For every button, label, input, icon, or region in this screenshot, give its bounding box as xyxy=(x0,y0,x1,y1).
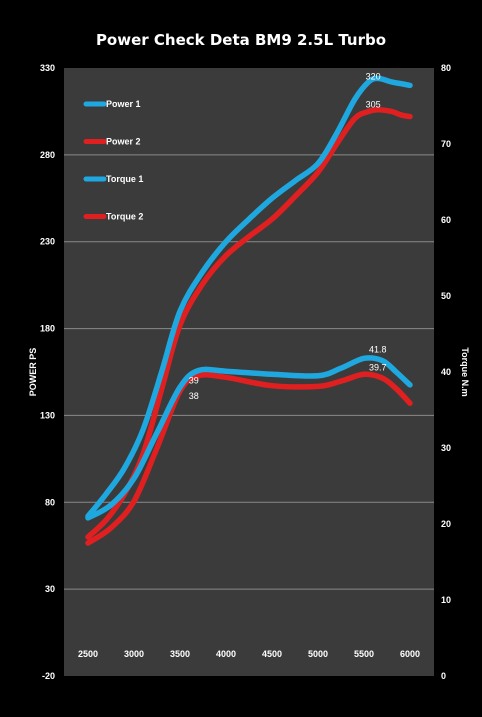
y2-tick-label: 80 xyxy=(441,63,451,73)
data-label: 320 xyxy=(366,71,381,81)
gridlines xyxy=(64,154,434,590)
y-tick-label: 230 xyxy=(40,237,55,247)
legend-label: Torque 1 xyxy=(106,174,143,184)
series-line-power-2 xyxy=(85,106,413,540)
x-tick-label: 6000 xyxy=(400,649,420,659)
data-label: 39.7 xyxy=(369,362,387,372)
y-tick-label: 80 xyxy=(45,497,55,507)
x-tick-label: 3000 xyxy=(124,649,144,659)
data-label: 39 xyxy=(189,376,199,386)
series-line-torque-2 xyxy=(85,371,413,546)
y-tick-label: 180 xyxy=(40,324,55,334)
x-axis-ticks: 2500 3000 3500 4000 4500 5000 5500 6000 xyxy=(78,649,420,659)
x-tick-label: 4500 xyxy=(262,649,282,659)
y2-tick-label: 10 xyxy=(441,595,451,605)
y-tick-label: 280 xyxy=(40,150,55,160)
y2-tick-label: 70 xyxy=(441,139,451,149)
left-axis-ticks: -20 30 80 130 180 230 280 330 xyxy=(40,63,55,681)
y2-tick-label: 0 xyxy=(441,671,446,681)
right-axis-title: Torque N.m xyxy=(460,347,470,396)
right-axis-ticks: 0 10 20 30 40 50 60 70 80 xyxy=(441,63,451,681)
legend-label: Torque 2 xyxy=(106,212,143,222)
y2-tick-label: 40 xyxy=(441,367,451,377)
series-line-torque-1 xyxy=(85,355,413,521)
left-axis-title: POWER PS xyxy=(28,348,38,397)
data-label: 41.8 xyxy=(369,344,387,354)
series-line-power-1 xyxy=(85,75,413,519)
x-tick-label: 5000 xyxy=(308,649,328,659)
y2-tick-label: 30 xyxy=(441,443,451,453)
series-lines xyxy=(85,75,413,546)
y2-tick-label: 20 xyxy=(441,519,451,529)
legend-label: Power 1 xyxy=(106,99,141,109)
data-label: 38 xyxy=(189,391,199,401)
data-label: 305 xyxy=(366,99,381,109)
x-tick-label: 5500 xyxy=(354,649,374,659)
y-tick-label: 130 xyxy=(40,410,55,420)
x-tick-label: 3500 xyxy=(170,649,190,659)
y2-tick-label: 50 xyxy=(441,291,451,301)
x-tick-label: 4000 xyxy=(216,649,236,659)
data-labels: 320 305 39 38 41.8 39.7 xyxy=(189,71,387,401)
y-tick-label: 330 xyxy=(40,63,55,73)
y2-tick-label: 60 xyxy=(441,215,451,225)
legend-label: Power 2 xyxy=(106,137,141,147)
y-tick-label: -20 xyxy=(42,671,55,681)
y-tick-label: 30 xyxy=(45,584,55,594)
legend: Power 1 Power 2 Torque 1 Torque 2 xyxy=(83,99,143,222)
x-tick-label: 2500 xyxy=(78,649,98,659)
chart-title: Power Check Deta BM9 2.5L Turbo xyxy=(96,31,386,49)
